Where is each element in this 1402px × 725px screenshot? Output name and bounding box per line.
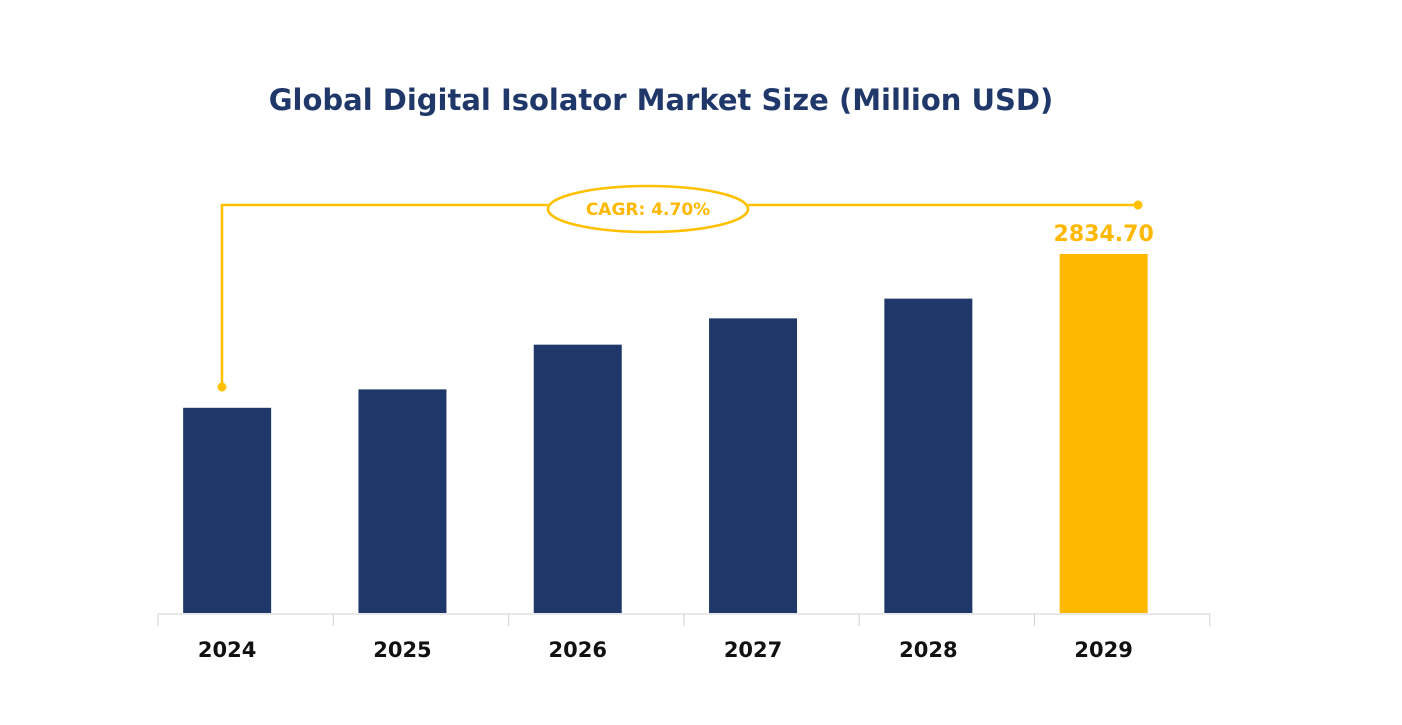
- x-tick-label: 2024: [198, 638, 256, 662]
- value-label: 2834.70: [1054, 222, 1154, 247]
- x-tick-label: 2026: [549, 638, 607, 662]
- x-tick-label: 2027: [724, 638, 782, 662]
- bar: [358, 389, 447, 613]
- cagr-bubble: [546, 184, 750, 234]
- x-tick-label: 2029: [1074, 638, 1132, 662]
- x-tick-label: 2025: [373, 638, 431, 662]
- bar: [709, 318, 798, 613]
- cagr-label: CAGR: 4.70%: [586, 200, 710, 220]
- x-tick-label: 2028: [899, 638, 957, 662]
- bar: [884, 298, 973, 613]
- bar: [533, 344, 622, 613]
- cagr-connector: [220, 184, 1138, 387]
- bar: [1059, 253, 1148, 613]
- connector-line: [220, 203, 548, 387]
- bar: [183, 407, 272, 613]
- connector-dot: [1133, 200, 1143, 210]
- connector-dot: [217, 382, 227, 392]
- chart-title: Global Digital Isolator Market Size (Mil…: [269, 83, 1054, 117]
